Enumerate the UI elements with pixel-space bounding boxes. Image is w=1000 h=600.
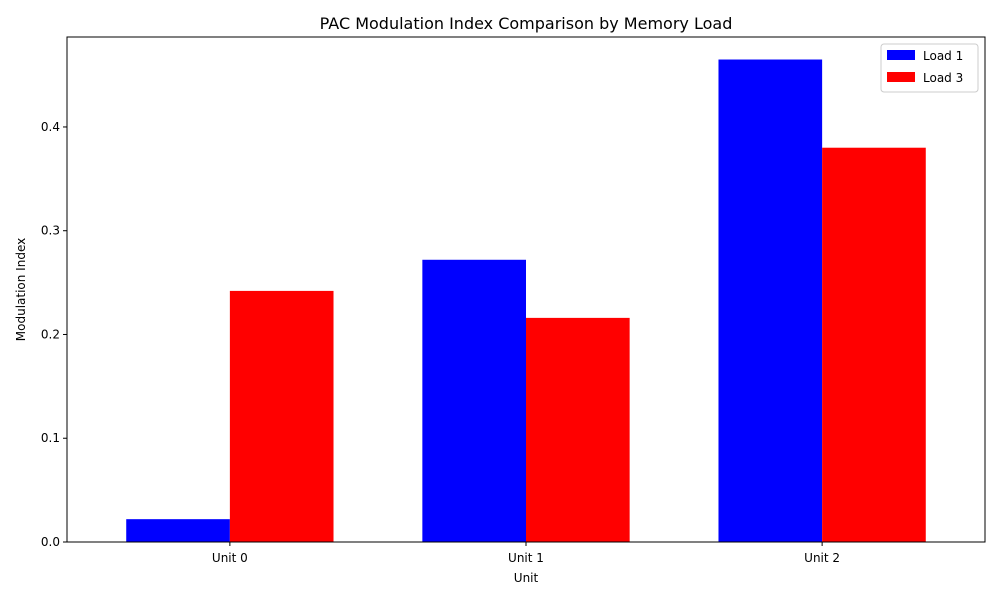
x-axis: Unit 0 Unit 1 Unit 2 (212, 542, 840, 565)
bar-load-1-unit-1 (422, 259, 526, 542)
bar-load-1-unit-0 (126, 519, 230, 542)
x-axis-label: Unit (514, 571, 539, 585)
y-tick-label: 0.0 (41, 535, 60, 549)
bar-load-3-unit-2 (822, 147, 926, 542)
y-axis: 0.0 0.1 0.2 0.3 0.4 (41, 120, 67, 549)
chart-title: PAC Modulation Index Comparison by Memor… (320, 14, 733, 33)
legend-swatch (887, 72, 915, 82)
legend-label: Load 1 (923, 49, 963, 63)
x-tick-label: Unit 0 (212, 551, 248, 565)
y-tick-label: 0.2 (41, 327, 60, 341)
legend: Load 1 Load 3 (880, 43, 979, 93)
legend-swatch (887, 50, 915, 60)
y-tick-label: 0.3 (41, 224, 60, 238)
bar-load-3-unit-1 (526, 317, 630, 542)
bar-load-3-unit-0 (229, 290, 334, 542)
legend-label: Load 3 (923, 71, 963, 85)
y-axis-label: Modulation Index (14, 238, 28, 341)
x-tick-label: Unit 1 (508, 551, 544, 565)
y-tick-label: 0.4 (41, 120, 60, 134)
bars-group (126, 59, 926, 542)
y-tick-label: 0.1 (41, 431, 60, 445)
bar-load-1-unit-2 (718, 59, 823, 542)
x-tick-label: Unit 2 (804, 551, 840, 565)
